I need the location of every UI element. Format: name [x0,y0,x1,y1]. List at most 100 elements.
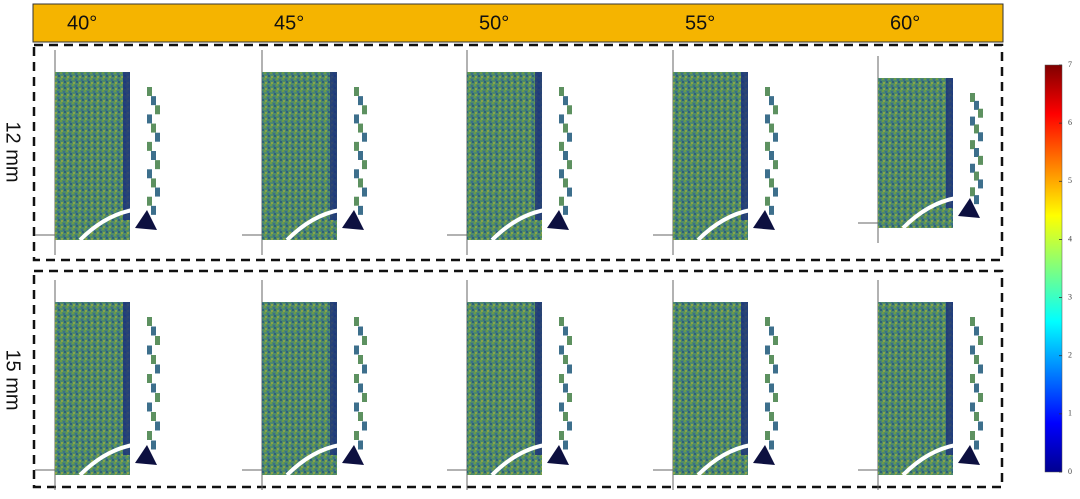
specimen [262,302,337,475]
colorbar-tick-label: 0 [1068,467,1072,476]
fragment [974,195,979,205]
colorbar-tick-label: 7 [1068,60,1072,69]
fragment [358,383,363,393]
fragment [358,151,363,160]
fragment [155,336,160,345]
fragment [563,178,568,188]
fragment [362,393,367,402]
specimen [878,78,953,228]
fragment [354,169,359,179]
fragment [769,440,774,450]
fragment [362,421,367,431]
fragment [765,114,770,124]
fragment [358,412,363,421]
fragment [151,178,156,188]
fragment [354,431,359,440]
fragment [147,431,152,440]
fracture-edge [741,302,748,455]
fragment [559,402,564,412]
fragment [155,187,160,197]
fracture-edge [535,302,542,455]
fragment [769,412,774,421]
fragment [773,187,778,197]
fragment [563,151,568,160]
fragment [358,326,363,336]
fragment [769,355,774,364]
fragment [354,402,359,412]
fragment [978,179,983,189]
specimen [467,72,542,240]
fragment [559,114,564,124]
fragment [362,364,367,374]
crack [78,208,134,242]
fragment [354,345,359,355]
fragment [978,155,983,165]
fragment [559,169,564,179]
fragment [773,160,778,170]
fragment [978,336,983,345]
specimen [467,302,542,475]
specimen [878,302,953,475]
fragment [974,171,979,181]
fragment [147,196,152,206]
fragment [765,374,770,383]
fragment [567,187,572,197]
specimen [55,72,130,240]
fragment [970,93,975,102]
fragment [970,402,975,412]
colorbar-tick-label: 1 [1068,409,1072,418]
fragment [773,364,778,374]
row-label: 12 mm [2,121,24,182]
fragment [567,421,572,431]
fragment [559,431,564,440]
fragment [765,402,770,412]
tool-tip [753,445,775,465]
fragment [358,178,363,188]
fragment [773,336,778,345]
fragment [147,114,152,124]
tool-tip [958,445,980,465]
fragment [974,124,979,134]
fragment [769,123,774,133]
fragment [155,160,160,170]
crack [490,443,546,477]
fragment [151,383,156,393]
fragment [155,364,160,374]
fragment [151,412,156,421]
fragment [769,383,774,393]
fragment [974,412,979,421]
fragment [773,105,778,115]
fragment [151,440,156,450]
fragment [765,169,770,179]
fragment [147,317,152,326]
fragment [147,345,152,355]
fragment [765,317,770,326]
fragment [765,196,770,206]
tool-tip [342,445,364,465]
fracture-edge [330,72,337,220]
row-frame [32,43,1004,262]
fragment [362,187,367,197]
colorbar-tick-label: 4 [1068,234,1072,243]
colorbar [1044,64,1063,473]
fragment [563,205,568,215]
fracture-edge [946,302,953,455]
fragment [974,383,979,393]
tool-tip [547,445,569,465]
colorbar-tick-label: 6 [1068,118,1072,127]
fragment [354,317,359,326]
fragment [358,205,363,215]
fragment [362,132,367,142]
fragment [970,317,975,326]
fragment [567,160,572,170]
fragment [970,163,975,173]
fragment [978,364,983,374]
fragment [769,96,774,106]
tool-tip [958,198,980,218]
column-label: 50° [479,12,509,34]
tool-tip [135,210,157,230]
colorbar-tick-label: 2 [1068,351,1072,360]
fragment [559,345,564,355]
fragment [358,96,363,106]
fracture-edge [946,78,953,208]
